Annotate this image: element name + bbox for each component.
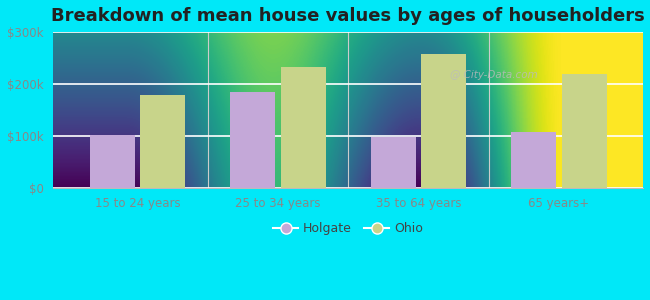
Bar bbox=[281, 67, 326, 188]
Bar bbox=[562, 74, 606, 188]
Bar bbox=[140, 95, 185, 188]
Bar bbox=[90, 135, 135, 188]
Bar bbox=[370, 137, 415, 188]
Title: Breakdown of mean house values by ages of householders: Breakdown of mean house values by ages o… bbox=[51, 7, 645, 25]
Text: @ City-Data.com: @ City-Data.com bbox=[450, 70, 538, 80]
Bar bbox=[230, 92, 275, 188]
Bar bbox=[511, 132, 556, 188]
Bar bbox=[421, 54, 466, 188]
Legend: Holgate, Ohio: Holgate, Ohio bbox=[268, 218, 428, 240]
